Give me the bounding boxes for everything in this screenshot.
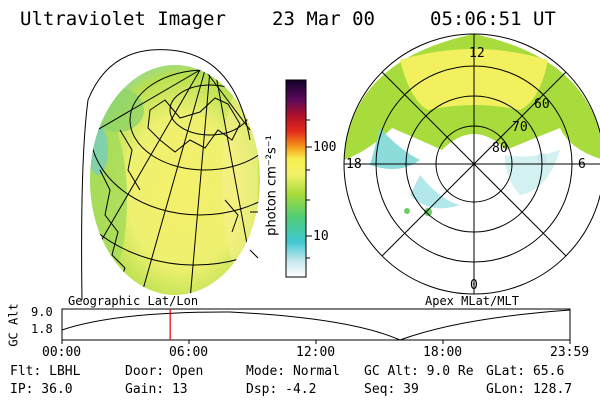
colorbar-tick-100: 100 xyxy=(313,140,337,155)
status-mode: Mode: Normal xyxy=(246,364,340,379)
geographic-globe xyxy=(81,49,260,301)
status-gain: Gain: 13 xyxy=(125,382,188,397)
status-glon: GLon: 128.7 xyxy=(486,382,573,397)
status-seq: Seq: 39 xyxy=(364,382,419,397)
right-panel-caption: Apex MLat/MLT xyxy=(425,294,519,308)
altitude-ytick-bottom: 1.8 xyxy=(31,322,53,336)
mlt-label-0: 0 xyxy=(470,278,478,293)
altitude-xtick-0: 00:00 xyxy=(42,345,82,360)
date-label: 23 Mar 00 xyxy=(272,8,375,30)
altitude-ytick-top: 9.0 xyxy=(31,305,53,319)
altitude-ylabel: GC Alt xyxy=(6,303,21,347)
graticule xyxy=(90,65,260,295)
mlt-label-12: 12 xyxy=(469,46,485,61)
altitude-xtick-3: 18:00 xyxy=(423,345,463,360)
altitude-strip xyxy=(61,308,571,344)
status-glat: GLat: 65.6 xyxy=(486,364,565,379)
colorbar xyxy=(285,79,312,278)
mlt-label-6: 6 xyxy=(578,157,586,172)
instrument-title: Ultraviolet Imager xyxy=(20,8,226,30)
mlt-label-18: 18 xyxy=(346,157,362,172)
colorbar-tick-10: 10 xyxy=(313,229,329,244)
altitude-xticks xyxy=(61,340,571,344)
status-door: Door: Open xyxy=(125,364,204,379)
status-gc-alt: GC Alt: 9.0 Re xyxy=(364,364,474,379)
status-dsp: Dsp: -4.2 xyxy=(246,382,317,397)
polar-plot xyxy=(343,33,600,295)
mlat-label-80: 80 xyxy=(492,141,508,156)
status-filter: Flt: LBHL xyxy=(10,364,81,379)
altitude-xtick-4: 23:59 xyxy=(550,345,590,360)
time-label: 05:06:51 UT xyxy=(430,8,556,30)
mlat-label-70: 70 xyxy=(512,120,528,135)
altitude-xtick-1: 06:00 xyxy=(169,345,209,360)
status-ip: IP: 36.0 xyxy=(10,382,73,397)
colorbar-unit-label: photon cm⁻²s⁻¹ xyxy=(264,135,280,236)
altitude-curve xyxy=(61,309,571,341)
mlat-label-60: 60 xyxy=(534,97,550,112)
left-panel-caption: Geographic Lat/Lon xyxy=(68,294,199,308)
altitude-xtick-2: 12:00 xyxy=(296,345,336,360)
